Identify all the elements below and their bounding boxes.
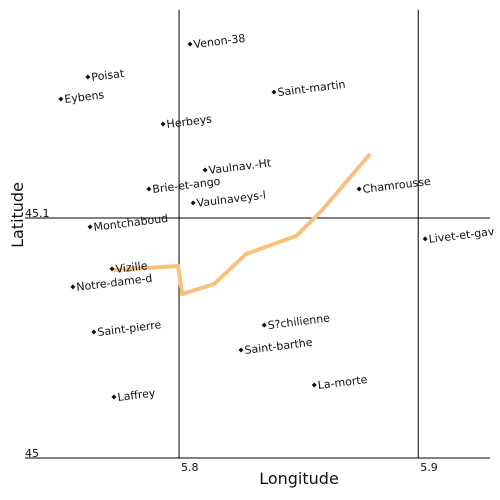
location-marker — [70, 284, 76, 290]
location-label: Saint-martin — [277, 78, 346, 99]
y-tick-label: 45.1 — [25, 207, 50, 220]
location-marker — [202, 167, 208, 173]
location-label: Notre-dame-d — [76, 272, 153, 294]
location-label: Poisat — [91, 67, 126, 84]
location-label: Brie-et-ango — [152, 175, 222, 196]
x-tick-label: 5.8 — [181, 461, 199, 474]
location-marker — [87, 224, 93, 230]
location-marker — [187, 41, 193, 47]
location-marker — [146, 186, 152, 192]
y-tick-label: 45 — [25, 447, 39, 460]
location-label: Eybens — [64, 88, 105, 106]
location-label: Vaulnaveys-l — [196, 189, 267, 210]
location-marker — [356, 186, 362, 192]
location-marker — [238, 347, 244, 353]
x-axis-title: Longitude — [259, 469, 339, 488]
location-marker — [85, 74, 91, 80]
location-label: Saint-pierre — [97, 318, 163, 339]
location-marker — [422, 236, 428, 242]
location-label: Montchaboud — [93, 212, 169, 234]
location-marker — [91, 329, 97, 335]
x-tick-label: 5.9 — [420, 461, 438, 474]
location-marker — [109, 266, 115, 272]
location-marker — [160, 121, 166, 127]
location-marker — [271, 89, 277, 95]
location-label: Herbeys — [166, 112, 213, 130]
location-marker — [311, 382, 317, 388]
track-line — [113, 152, 372, 297]
location-marker — [190, 200, 196, 206]
location-label: Vaulnav.-Ht — [208, 156, 273, 177]
location-marker — [261, 322, 267, 328]
location-label: Livet-et-gav — [428, 225, 496, 246]
location-label: S?chilienne — [267, 311, 331, 332]
y-axis-title: Latitude — [8, 182, 27, 248]
location-label: Chamrousse — [362, 175, 432, 196]
location-label: Vizille — [115, 259, 149, 276]
location-marker — [111, 394, 117, 400]
location-marker — [58, 96, 64, 102]
location-label: Venon-38 — [193, 32, 246, 51]
location-label: La-morte — [317, 373, 368, 392]
location-label: Laffrey — [117, 386, 157, 404]
location-label: Saint-barthe — [244, 336, 314, 357]
